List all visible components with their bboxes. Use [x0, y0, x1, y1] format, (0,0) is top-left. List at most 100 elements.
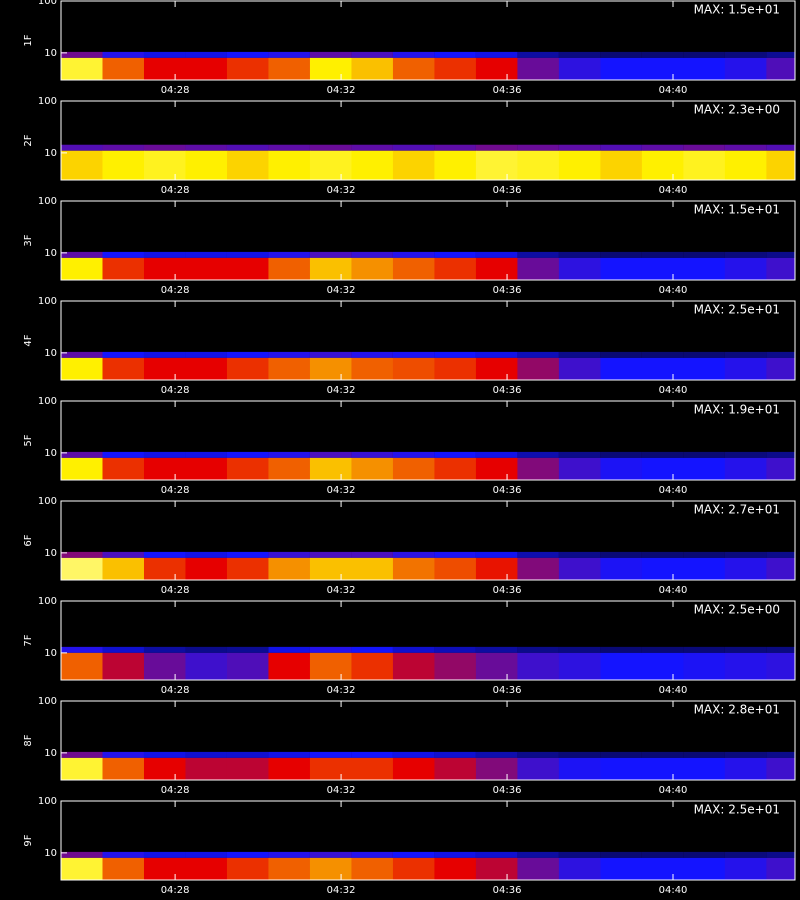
heat-cell: [61, 257, 103, 280]
heat-cell: [558, 457, 601, 480]
x-tick-label: 04:32: [327, 285, 356, 296]
heat-cell: [475, 457, 518, 480]
heat-halo: [434, 451, 476, 458]
heat-cell: [61, 757, 103, 780]
heat-halo: [226, 451, 269, 458]
x-tick-label: 04:32: [327, 185, 356, 196]
heat-cell: [558, 357, 601, 380]
heat-halo: [392, 451, 435, 458]
heat-cell: [683, 257, 726, 280]
heat-halo: [766, 451, 795, 458]
heat-halo: [724, 251, 767, 258]
heat-halo: [517, 646, 559, 653]
heat-halo: [143, 351, 186, 358]
heat-cell: [517, 357, 560, 380]
heat-halo: [61, 251, 103, 258]
heat-cell: [309, 757, 352, 780]
heat-halo: [558, 551, 601, 558]
heat-cell: [102, 357, 145, 380]
x-tick-label: 04:36: [493, 385, 522, 396]
heat-cell: [309, 457, 352, 480]
heat-cell: [185, 150, 228, 180]
heat-cell: [724, 652, 767, 680]
heat-halo: [351, 351, 393, 358]
heat-cell: [475, 257, 518, 280]
heat-halo: [517, 51, 559, 58]
heat-halo: [558, 251, 601, 258]
heat-cell: [351, 357, 394, 380]
x-tick-label: 04:28: [161, 685, 190, 696]
heat-cell: [351, 457, 394, 480]
panel-label: 5F: [23, 434, 34, 446]
heat-cell: [434, 57, 477, 80]
panel-label: 4F: [23, 334, 34, 346]
max-annotation: MAX: 2.5e+01: [694, 803, 780, 817]
heat-cell: [61, 457, 103, 480]
plot-frame: [60, 400, 796, 481]
x-tick-label: 04:40: [659, 685, 688, 696]
heat-halo: [268, 751, 310, 758]
heat-halo: [351, 751, 393, 758]
heat-cell: [226, 857, 269, 880]
y-tick-label: 10: [44, 648, 57, 659]
heat-halo: [434, 551, 476, 558]
heat-cell: [351, 557, 394, 580]
heat-halo: [766, 51, 795, 58]
heat-cell: [226, 557, 269, 580]
heat-halo: [683, 51, 725, 58]
heat-cell: [766, 150, 796, 180]
heat-cell: [102, 457, 145, 480]
x-tick-label: 04:28: [161, 785, 190, 796]
heat-halo: [102, 251, 144, 258]
heat-halo: [641, 451, 684, 458]
heat-halo: [600, 144, 642, 151]
y-tick-label: 10: [44, 448, 57, 459]
heat-cell: [309, 857, 352, 880]
heat-halo: [641, 851, 684, 858]
heat-halo: [392, 646, 435, 653]
heat-halo: [185, 646, 227, 653]
plot-frame: [60, 700, 796, 781]
heat-cell: [475, 357, 518, 380]
heat-halo: [475, 851, 518, 858]
heat-halo: [558, 351, 601, 358]
heat-cell: [600, 357, 643, 380]
heat-cell: [226, 150, 269, 180]
heat-halo: [61, 51, 103, 58]
heat-cell: [143, 652, 186, 680]
heat-halo: [434, 251, 476, 258]
heat-cell: [766, 357, 796, 380]
heat-cell: [641, 257, 684, 280]
heat-cell: [641, 457, 684, 480]
heat-cell: [309, 150, 352, 180]
y-tick-label: 100: [38, 196, 57, 207]
heat-cell: [517, 652, 560, 680]
heat-halo: [185, 144, 227, 151]
heat-halo: [641, 646, 684, 653]
max-annotation: MAX: 2.5e+01: [694, 303, 780, 317]
heat-cell: [61, 357, 103, 380]
heat-halo: [434, 646, 476, 653]
plot-frame: [60, 500, 796, 581]
heat-cell: [558, 757, 601, 780]
heat-cell: [683, 652, 726, 680]
heat-halo: [185, 551, 227, 558]
heat-halo: [475, 144, 518, 151]
heat-cell: [475, 652, 518, 680]
heat-halo: [226, 751, 269, 758]
heat-halo: [309, 144, 352, 151]
heat-cell: [600, 57, 643, 80]
heat-cell: [724, 257, 767, 280]
heat-cell: [392, 652, 435, 680]
heat-cell: [351, 652, 394, 680]
heat-halo: [683, 451, 725, 458]
heat-halo: [475, 646, 518, 653]
x-tick-label: 04:36: [493, 585, 522, 596]
heat-halo: [558, 451, 601, 458]
heat-cell: [351, 857, 394, 880]
heat-halo: [558, 144, 601, 151]
heat-cell: [558, 57, 601, 80]
heat-halo: [226, 144, 269, 151]
panel-label: 8F: [23, 734, 34, 746]
heat-halo: [641, 551, 684, 558]
